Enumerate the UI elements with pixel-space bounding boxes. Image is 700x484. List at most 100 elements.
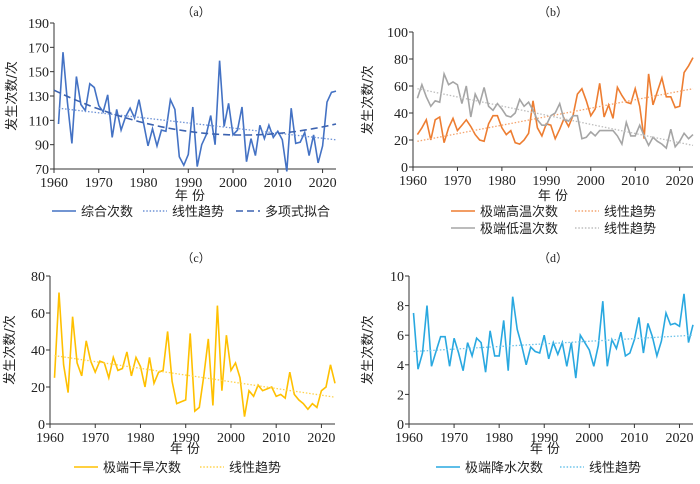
panel-title: （c） xyxy=(181,251,210,265)
x-tick-label: 1970 xyxy=(443,174,471,189)
series-line-0 xyxy=(412,293,694,379)
series-line-0 xyxy=(57,52,337,172)
legend-label: 极端低温次数 xyxy=(480,221,558,237)
legend-item: 线性趋势 xyxy=(560,460,641,476)
legend-item: 极端低温次数 xyxy=(451,221,558,237)
y-tick-label: 60 xyxy=(394,80,408,95)
y-axis-label: 发生次数/次 xyxy=(360,65,376,134)
x-tick-label: 1980 xyxy=(485,431,513,446)
x-tick-label: 1960 xyxy=(40,176,68,191)
legend-item: 极端降水次数 xyxy=(436,460,543,476)
series-line-1 xyxy=(58,107,337,141)
panel-title: （d） xyxy=(538,251,568,265)
y-tick-label: 0 xyxy=(401,161,408,176)
series-line-3 xyxy=(417,88,694,147)
legend-item: 极端高温次数 xyxy=(451,204,558,220)
x-tick-label: 1990 xyxy=(530,431,558,446)
panel-title: （a） xyxy=(181,5,210,19)
x-tick-label: 2000 xyxy=(219,176,247,191)
x-tick-label: 1980 xyxy=(130,176,158,191)
x-tick-label: 2000 xyxy=(217,431,245,446)
legend-label: 综合次数 xyxy=(81,204,133,220)
x-tick-label: 2020 xyxy=(665,431,693,446)
y-tick-label: 20 xyxy=(31,381,45,396)
x-tick-label: 1990 xyxy=(174,176,202,191)
y-tick-label: 80 xyxy=(31,270,45,285)
y-tick-label: 20 xyxy=(394,134,408,149)
x-tick-label: 1990 xyxy=(532,174,560,189)
series-line-1 xyxy=(54,354,336,398)
y-tick-label: 6 xyxy=(397,329,404,344)
x-tick-label: 2020 xyxy=(309,176,337,191)
x-axis-label: 年 份 xyxy=(175,189,205,204)
y-tick-label: 80 xyxy=(394,53,408,68)
legend-item: 线性趋势 xyxy=(200,460,281,476)
y-tick-label: 190 xyxy=(28,17,49,32)
y-axis-label: 发生次数/次 xyxy=(360,315,376,384)
x-tick-label: 1960 xyxy=(399,174,427,189)
y-tick-label: 70 xyxy=(35,163,49,178)
y-tick-label: 0 xyxy=(38,418,45,433)
legend-label: 极端高温次数 xyxy=(480,204,558,220)
panel-title: （b） xyxy=(538,5,568,19)
legend-label: 线性趋势 xyxy=(229,460,281,476)
x-tick-label: 1970 xyxy=(85,176,113,191)
y-tick-label: 130 xyxy=(28,90,49,105)
series-line-2 xyxy=(53,89,337,136)
y-tick-label: 60 xyxy=(31,307,45,322)
y-tick-label: 4 xyxy=(397,359,404,374)
y-tick-label: 40 xyxy=(31,344,45,359)
y-tick-label: 40 xyxy=(394,107,408,122)
y-axis-label: 发生次数/次 xyxy=(2,315,18,384)
x-tick-label: 1970 xyxy=(81,431,109,446)
legend-item: 综合次数 xyxy=(52,204,133,220)
y-tick-label: 10 xyxy=(390,270,404,285)
x-tick-label: 2020 xyxy=(666,174,694,189)
panel-c: （c） 0 20 40 60 80 1960 1970 1980 1990 2000 2010 2020… xyxy=(2,251,336,476)
y-tick-label: 0 xyxy=(397,418,404,433)
legend-item: 线性趋势 xyxy=(575,221,656,237)
x-tick-label: 1960 xyxy=(395,431,423,446)
legend-label: 线性趋势 xyxy=(172,204,224,220)
x-tick-label: 1980 xyxy=(488,174,516,189)
x-tick-label: 1960 xyxy=(36,431,64,446)
legend-label: 极端干旱次数 xyxy=(103,460,181,476)
y-tick-label: 170 xyxy=(28,41,49,56)
legend-item: 极端干旱次数 xyxy=(74,460,181,476)
x-axis-label: 年 份 xyxy=(170,442,200,457)
series-line-1 xyxy=(417,88,694,142)
y-tick-label: 2 xyxy=(397,388,404,403)
legend-label: 线性趋势 xyxy=(604,204,656,220)
y-axis-label: 发生次数/次 xyxy=(4,61,20,130)
legend-label: 线性趋势 xyxy=(589,460,641,476)
y-tick-label: 8 xyxy=(397,300,404,315)
panel-b: （b） 0 20 40 60 80 100 1960 1970 1980 1990 2000 2010 2… xyxy=(360,5,694,237)
x-tick-label: 2020 xyxy=(307,431,335,446)
x-axis-label: 年 份 xyxy=(538,189,568,204)
y-tick-label: 100 xyxy=(387,26,408,41)
x-tick-label: 2010 xyxy=(621,174,649,189)
x-axis-label: 年 份 xyxy=(530,442,560,457)
panel-a: （a） 70 90 110 130 150 170 190 1960 1970 1980 1990 20… xyxy=(4,5,337,220)
series-line-0 xyxy=(416,57,694,146)
x-tick-label: 2000 xyxy=(577,174,605,189)
series-line-0 xyxy=(53,292,336,417)
x-tick-label: 2000 xyxy=(575,431,603,446)
legend-item: 线性趋势 xyxy=(143,204,224,220)
x-tick-label: 2010 xyxy=(620,431,648,446)
legend-label: 极端降水次数 xyxy=(465,460,543,476)
x-tick-label: 1990 xyxy=(172,431,200,446)
series-line-1 xyxy=(413,334,694,353)
x-tick-label: 1980 xyxy=(126,431,154,446)
legend-label: 多项式拟合 xyxy=(265,204,330,220)
legend-item: 多项式拟合 xyxy=(236,204,330,220)
legend-label: 线性趋势 xyxy=(604,221,656,237)
y-tick-label: 90 xyxy=(35,139,49,154)
legend-item: 线性趋势 xyxy=(575,204,656,220)
x-tick-label: 2010 xyxy=(264,176,292,191)
x-tick-label: 1970 xyxy=(440,431,468,446)
panel-d: （d） 0 2 4 6 8 10 1960 1970 1980 1990 2000 2010 2020 年 … xyxy=(360,251,694,476)
y-tick-label: 150 xyxy=(28,66,49,81)
x-tick-label: 2010 xyxy=(262,431,290,446)
